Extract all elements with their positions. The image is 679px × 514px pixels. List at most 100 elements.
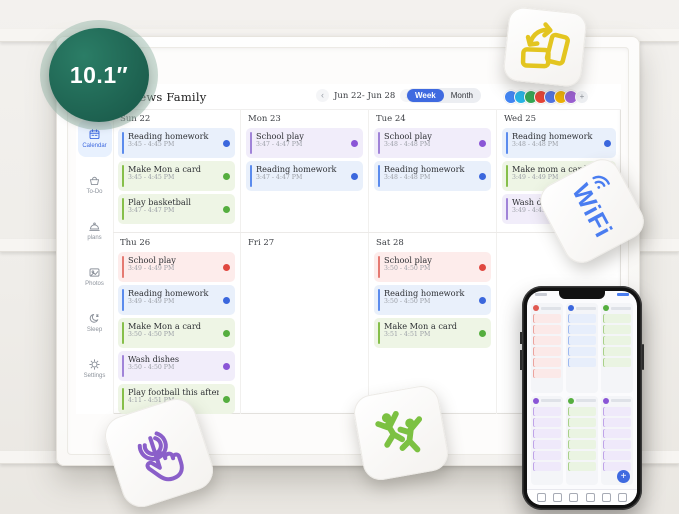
- phone-nav-icon: [569, 493, 579, 502]
- event-card[interactable]: School play 3:50 - 4:50 PM: [374, 252, 491, 282]
- screen-size-badge: 10.1″: [40, 20, 158, 130]
- todo-basket-icon: [89, 176, 100, 186]
- event-time: 3:47 - 4:47 PM: [128, 207, 175, 214]
- wifi-signal-icon: [592, 175, 610, 189]
- event-status-dot: [351, 172, 358, 180]
- event-time: 3:45 - 4:45 PM: [128, 141, 175, 148]
- event-color-bar: [378, 256, 380, 278]
- settings-gear-icon: [89, 359, 100, 370]
- sidebar-item-plans[interactable]: plans: [78, 212, 112, 249]
- event-card[interactable]: School play 3:47 - 4:47 PM: [246, 128, 363, 158]
- event-status-dot: [223, 296, 230, 304]
- event-card[interactable]: Make Mon a card 3:50 - 4:50 PM: [118, 318, 235, 348]
- event-status-dot: [479, 263, 486, 271]
- event-status-dot: [223, 205, 230, 213]
- sidebar-item-photos[interactable]: Photos: [78, 258, 112, 295]
- event-title: Reading homework: [384, 288, 465, 298]
- event-color-bar: [378, 132, 380, 154]
- phone-mini-column: [601, 303, 633, 393]
- screen-size-badge-circle: 10.1″: [49, 28, 149, 122]
- day-label: Tue 24: [376, 114, 406, 124]
- month-view-button[interactable]: Month: [450, 91, 473, 100]
- event-card[interactable]: Reading homework 3:49 - 4:49 PM: [118, 285, 235, 315]
- day-column-mon23: Mon 23 School play 3:47 - 4:47 PM Reading…: [241, 109, 369, 232]
- week-grid: Sun 22 Reading homework 3:45 - 4:45 PM Ma…: [113, 109, 621, 414]
- sidebar-item-sleep[interactable]: Sleep: [78, 304, 112, 341]
- day-label: Sun 22: [120, 114, 151, 124]
- day-column-fri27: Fri 27: [241, 233, 369, 414]
- calendar-icon: [89, 129, 100, 140]
- event-time: 3:50 - 4:50 PM: [128, 364, 175, 371]
- event-status-dot: [479, 172, 486, 180]
- event-time: 3:48 - 4:48 PM: [512, 141, 559, 148]
- wifi-feature-tile: WiFi: [533, 152, 651, 270]
- day-column-thu26: Thu 26 School play 3:49 - 4:49 PM Reading…: [113, 233, 241, 414]
- phone-screen: +: [527, 291, 637, 505]
- photos-icon: [89, 268, 100, 277]
- event-color-bar: [122, 355, 124, 377]
- event-title: Make mom a card: [512, 164, 587, 174]
- sidebar-item-label: plans: [87, 235, 102, 241]
- event-color-bar: [378, 289, 380, 311]
- phone-nav-icon: [601, 493, 611, 502]
- event-card[interactable]: Reading homework 3:50 - 4:50 PM: [374, 285, 491, 315]
- member-avatar-stack: +: [504, 90, 589, 104]
- event-time: 3:48 - 4:48 PM: [384, 174, 431, 181]
- event-status-dot: [223, 139, 230, 147]
- event-time: 3:48 - 4:48 PM: [384, 141, 431, 148]
- phone-status-bar: [535, 293, 629, 296]
- companion-phone: +: [520, 286, 644, 510]
- event-color-bar: [122, 322, 124, 344]
- day-label: Fri 27: [248, 238, 275, 248]
- event-card[interactable]: Reading homework 3:45 - 4:45 PM: [118, 128, 235, 158]
- phone-mini-column: [566, 395, 598, 485]
- event-title: Wash dishes: [512, 197, 564, 207]
- event-title: Make Mon a card: [128, 164, 201, 174]
- view-toggle: Week Month: [406, 88, 481, 103]
- event-time: 3:45 - 4:45 PM: [128, 174, 175, 181]
- event-title: School play: [384, 131, 432, 141]
- add-member-button[interactable]: +: [575, 90, 589, 104]
- event-title: School play: [128, 255, 176, 265]
- date-range-label: Jun 22- Jun 28: [334, 90, 396, 101]
- event-card[interactable]: School play 3:49 - 4:49 PM: [118, 252, 235, 282]
- event-title: Wash dishes: [128, 354, 180, 364]
- event-card[interactable]: Reading homework 3:48 - 4:48 PM: [374, 161, 491, 191]
- event-time: 3:50 - 4:50 PM: [384, 298, 431, 305]
- sidebar-item-todo[interactable]: To-Do: [78, 166, 112, 203]
- event-card[interactable]: Make Mon a card 3:51 - 4:51 PM: [374, 318, 491, 348]
- week-view-button[interactable]: Week: [407, 89, 444, 102]
- event-card[interactable]: Reading homework 3:48 - 4:48 PM: [502, 128, 616, 158]
- event-card[interactable]: Make Mon a card 3:45 - 4:45 PM: [118, 161, 235, 191]
- phone-add-button: +: [617, 470, 630, 483]
- event-card[interactable]: Wash dishes 3:50 - 4:50 PM: [118, 351, 235, 381]
- event-color-bar: [122, 198, 124, 220]
- day-label: Sat 28: [376, 238, 404, 248]
- event-color-bar: [378, 322, 380, 344]
- event-status-dot: [351, 139, 358, 147]
- event-title: Reading homework: [256, 164, 337, 174]
- phone-mini-column: [531, 395, 563, 485]
- event-status-dot: [479, 139, 486, 147]
- phone-notch: [559, 291, 605, 299]
- event-title: Play football this afternoon: [128, 387, 219, 397]
- event-color-bar: [122, 132, 124, 154]
- sidebar-item-label: Sleep: [86, 327, 103, 333]
- sidebar-item-label: Photos: [85, 281, 104, 287]
- phone-volume-button: [520, 332, 522, 344]
- sidebar-item-label: Calendar: [82, 143, 107, 149]
- event-status-dot: [223, 263, 230, 271]
- event-time: 3:49 - 4:49 PM: [512, 207, 559, 214]
- app-sidebar: Calendar To-Do plans Photos Sleep Settin…: [76, 109, 114, 414]
- event-card[interactable]: Play basketball 3:47 - 4:47 PM: [118, 194, 235, 224]
- sidebar-item-label: To-Do: [86, 189, 103, 195]
- event-card[interactable]: School play 3:48 - 4:48 PM: [374, 128, 491, 158]
- sidebar-item-settings[interactable]: Settings: [78, 350, 112, 387]
- event-time: 4:11 - 4:51 PM: [128, 397, 175, 404]
- day-column-tue24: Tue 24 School play 3:48 - 4:48 PM Reading…: [369, 109, 497, 232]
- event-color-bar: [122, 165, 124, 187]
- event-card[interactable]: Reading homework 3:47 - 4:47 PM: [246, 161, 363, 191]
- prev-week-button[interactable]: ‹: [316, 89, 329, 102]
- event-title: School play: [256, 131, 304, 141]
